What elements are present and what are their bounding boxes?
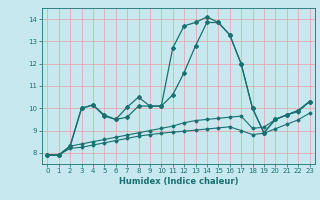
X-axis label: Humidex (Indice chaleur): Humidex (Indice chaleur) [119, 177, 238, 186]
